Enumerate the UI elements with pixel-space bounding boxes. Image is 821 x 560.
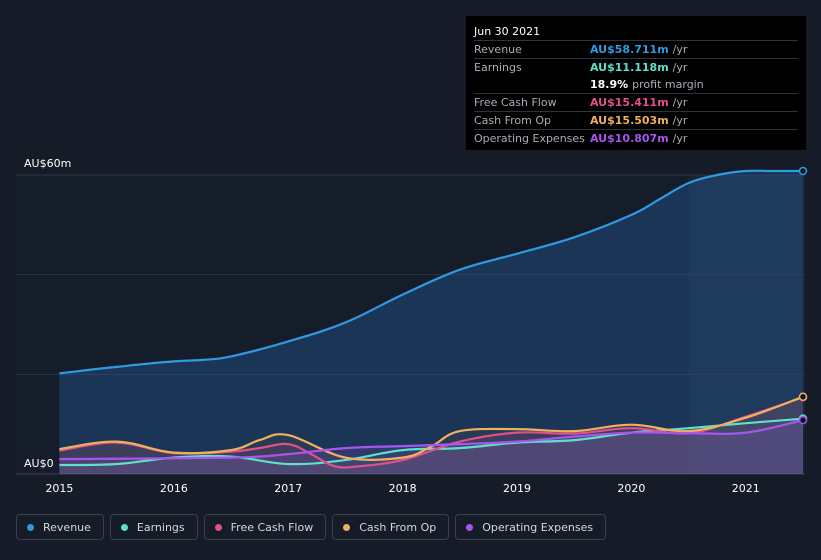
profit-margin-value: 18.9% <box>590 78 629 91</box>
legend-label: Cash From Op <box>359 520 437 534</box>
tooltip-panel: Jun 30 2021 Revenue AU$58.711m /yr Earni… <box>466 16 806 150</box>
tooltip-label: Cash From Op <box>474 114 552 127</box>
x-tick-label: 2015 <box>45 482 73 495</box>
y-tick-label: AU$60m <box>24 157 71 170</box>
tooltip-value: AU$15.503m <box>590 114 669 127</box>
tooltip-value: AU$11.118m <box>590 61 669 74</box>
tooltip-label: Free Cash Flow <box>474 96 557 109</box>
tooltip-label: Revenue <box>474 43 522 56</box>
x-tick-label: 2018 <box>389 482 417 495</box>
tooltip-value: AU$58.711m <box>590 43 669 56</box>
area-earnings <box>59 418 803 474</box>
tooltip-unit: /yr <box>672 96 688 109</box>
legend-item-cash-from-op[interactable]: Cash From Op <box>332 514 450 540</box>
legend-dot-icon <box>214 523 222 531</box>
tooltip-value: AU$10.807m <box>590 132 669 145</box>
tooltip-label: Earnings <box>474 61 522 74</box>
tooltip-row-operating-expenses: Operating Expenses AU$10.807m /yr <box>474 129 798 147</box>
legend-dot-icon <box>343 523 351 531</box>
legend-item-free-cash-flow[interactable]: Free Cash Flow <box>203 514 327 540</box>
profit-margin-label: profit margin <box>632 78 704 91</box>
x-tick-label: 2017 <box>274 482 302 495</box>
tooltip-label: Operating Expenses <box>474 132 585 145</box>
tooltip-date: Jun 30 2021 <box>474 25 541 38</box>
x-tick-label: 2016 <box>160 482 188 495</box>
tooltip-row-cash-from-op: Cash From Op AU$15.503m /yr <box>474 111 798 129</box>
area-free-cash-flow <box>59 397 803 474</box>
legend-item-revenue[interactable]: Revenue <box>16 514 104 540</box>
chart-legend: Revenue Earnings Free Cash Flow Cash Fro… <box>16 514 612 540</box>
chart: AU$60m AU$0 2015 2016 2017 2018 2019 2020 2021 <box>16 157 808 495</box>
legend-dot-icon <box>27 523 34 531</box>
legend-item-earnings[interactable]: Earnings <box>109 514 198 540</box>
tooltip-row-free-cash-flow: Free Cash Flow AU$15.411m /yr <box>474 93 798 111</box>
line-operating-expenses <box>59 419 804 461</box>
tooltip-unit: /yr <box>672 132 688 145</box>
endpoint-operating-expenses <box>798 415 808 425</box>
legend-label: Operating Expenses <box>482 520 594 534</box>
line-cash-from-op <box>59 395 804 461</box>
legend-label: Revenue <box>43 520 91 534</box>
y-tick-label: AU$0 <box>24 457 54 470</box>
tooltip-value: AU$15.411m <box>590 96 669 109</box>
endpoint-revenue <box>798 166 808 176</box>
tooltip-row-revenue: Revenue AU$58.711m /yr <box>474 40 798 58</box>
x-tick-label: 2020 <box>617 482 645 495</box>
tooltip-unit: /yr <box>672 114 688 127</box>
area-revenue <box>59 170 803 474</box>
legend-label: Free Cash Flow <box>230 520 314 534</box>
tooltip-row-earnings: Earnings AU$11.118m /yr <box>474 58 798 76</box>
tooltip-unit: /yr <box>672 61 688 74</box>
endpoint-cash-from-op <box>798 392 808 402</box>
line-revenue <box>59 169 803 375</box>
legend-dot-icon <box>466 523 474 531</box>
legend-label: Earnings <box>136 520 185 534</box>
legend-item-operating-expenses[interactable]: Operating Expenses <box>455 514 607 540</box>
tooltip-row-profit-margin: 18.9% profit margin <box>474 76 798 93</box>
area-cash-from-op <box>59 396 803 474</box>
x-tick-label: 2019 <box>503 482 531 495</box>
tooltip-unit: /yr <box>672 43 688 56</box>
plot-background <box>16 175 805 474</box>
legend-dot-icon <box>120 523 128 531</box>
x-tick-label: 2021 <box>732 482 760 495</box>
